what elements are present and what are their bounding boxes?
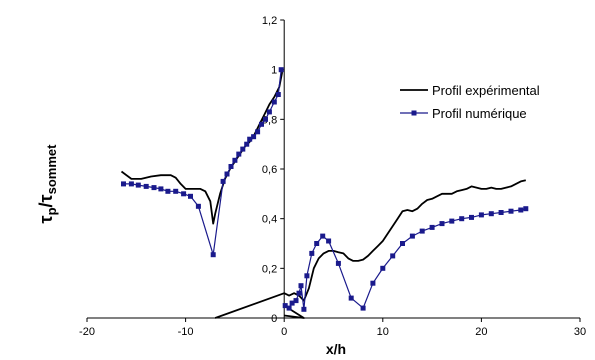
numerical-data-point (326, 238, 332, 244)
y-tick-label: 0,6 (262, 164, 277, 176)
numerical-data-point (181, 191, 187, 197)
y-axis: 00,20,40,60,811,2 (262, 15, 285, 325)
numerical-data-point (304, 273, 310, 279)
y-tick-label: 1 (271, 65, 277, 77)
numerical-data-point (488, 211, 494, 217)
numerical-data-point (459, 216, 465, 222)
numerical-data-point (293, 298, 299, 304)
numerical-data-point (121, 181, 126, 187)
numerical-data-point (232, 157, 238, 163)
numerical-data-point (360, 305, 366, 311)
numerical-data-point (251, 134, 257, 140)
experimental-series-line (214, 179, 527, 319)
numerical-data-point (266, 109, 272, 115)
y-title-slash: / (36, 202, 56, 207)
numerical-data-point (282, 303, 288, 309)
numerical-data-point (240, 146, 246, 152)
experimental-series-line (120, 71, 284, 225)
x-axis-title: x/h (326, 341, 346, 357)
numerical-data-point (439, 221, 445, 227)
y-title-sub1: p (44, 207, 59, 215)
y-tick-label: 0,4 (262, 214, 277, 226)
numerical-data-point (390, 253, 396, 259)
numerical-data-point (135, 182, 141, 188)
numerical-data-point (151, 185, 157, 191)
numerical-data-point (128, 181, 134, 187)
numerical-data-point (498, 210, 504, 215)
y-tick-label: 1,2 (262, 15, 277, 27)
numerical-data-point (301, 306, 307, 312)
y-title-main2: τ (36, 194, 56, 202)
x-tick-label: 10 (377, 326, 389, 338)
legend: Profil expérimental Profil numérique (400, 83, 540, 121)
numerical-series-line (123, 69, 282, 256)
y-title-main1: τ (36, 215, 56, 223)
numerical-data-point (271, 99, 277, 105)
numerical-data-point (255, 129, 261, 135)
numerical-data-point (409, 233, 415, 239)
numerical-data-point (419, 228, 425, 234)
x-tick-label: 30 (574, 326, 586, 338)
x-tick-label: 20 (475, 326, 487, 338)
numerical-data-point (158, 186, 164, 192)
numerical-data-point (298, 283, 304, 289)
numerical-data-point (370, 280, 376, 286)
y-axis-title: τp/τsommet (36, 144, 59, 224)
numerical-data-point (173, 188, 179, 194)
numerical-data-point (429, 224, 435, 230)
numerical-data-point (195, 203, 201, 209)
plot-area (120, 67, 529, 319)
numerical-data-point (224, 171, 230, 177)
numerical-data-point (380, 265, 386, 271)
numerical-data-point (236, 151, 242, 157)
numerical-data-point (289, 300, 295, 306)
numerical-data-point (263, 116, 268, 122)
numerical-data-point (220, 178, 226, 184)
axes (87, 20, 580, 319)
numerical-data-point (335, 260, 341, 266)
numerical-data-point (278, 67, 284, 73)
numerical-data-point (286, 305, 292, 311)
numerical-data-point (296, 290, 302, 296)
numerical-data-point (400, 241, 405, 246)
x-tick-label: 0 (281, 326, 287, 338)
numerical-data-point (244, 141, 250, 147)
numerical-data-point (469, 214, 474, 220)
numerical-data-point (210, 252, 216, 258)
numerical-data-point (478, 212, 484, 218)
numerical-data-point (320, 233, 326, 239)
numerical-data-point (228, 164, 234, 169)
x-axis: -20 -10 0 10 20 30 (79, 318, 586, 338)
numerical-data-point (523, 206, 529, 212)
numerical-data-point (247, 136, 253, 142)
legend-label-experimental: Profil expérimental (432, 83, 540, 98)
legend-marker-numerical (411, 110, 417, 116)
numerical-data-point (314, 241, 320, 246)
legend-label-numerical: Profil numérique (432, 106, 527, 121)
y-tick-label: 0 (271, 313, 277, 325)
numerical-data-point (165, 188, 171, 194)
y-tick-label: 0,2 (262, 263, 277, 275)
numerical-data-point (518, 207, 524, 213)
x-tick-label: -10 (178, 326, 194, 338)
numerical-data-point (275, 92, 281, 97)
x-tick-label: -20 (79, 326, 95, 338)
numerical-data-point (309, 250, 315, 256)
numerical-data-point (259, 121, 264, 127)
y-title-sub2: sommet (44, 144, 59, 195)
numerical-data-point (348, 295, 354, 301)
numerical-data-point (449, 218, 455, 224)
numerical-data-point (143, 183, 149, 189)
numerical-data-point (188, 193, 193, 199)
numerical-data-point (508, 208, 514, 214)
numerical-series-line (284, 208, 526, 310)
